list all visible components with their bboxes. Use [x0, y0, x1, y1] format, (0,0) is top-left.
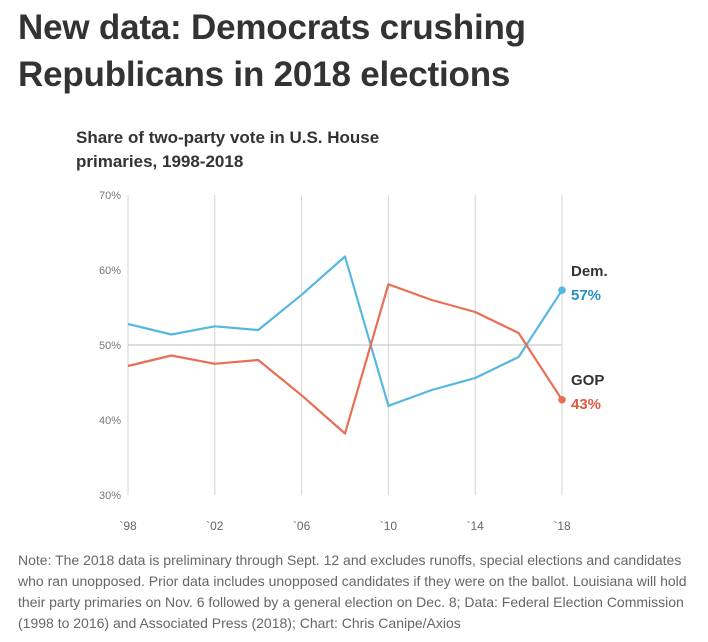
- headline: New data: Democrats crushing Republicans…: [18, 4, 698, 98]
- series-end-value: 43%: [571, 396, 601, 413]
- chart-subtitle-line-1: Share of two-party vote in U.S. House: [76, 128, 380, 147]
- series-end-dot: [558, 395, 566, 404]
- chart-note: Note: The 2018 data is preliminary throu…: [18, 552, 687, 631]
- x-axis: `98 `02 `06 `10 `14 `18: [119, 519, 571, 533]
- x-tick-label: `02: [206, 519, 224, 533]
- x-tick-label: `18: [553, 519, 571, 533]
- series-end-labels: Dem. 57% GOP 43%: [571, 263, 608, 413]
- series-end-dot: [558, 286, 566, 295]
- y-tick-label: 60%: [99, 265, 121, 277]
- series-lines: [127, 255, 566, 435]
- series-name-label: GOP: [571, 372, 604, 389]
- line-chart: 30% 40% 50% 60% 70% `98 `02 `06 `10 `14 `18 Dem. 5…: [99, 190, 608, 533]
- headline-line-2: Republicans in 2018 elections: [18, 55, 511, 94]
- chart-grid: [127, 195, 563, 495]
- series-line-gop: [127, 283, 563, 435]
- y-tick-label: 30%: [99, 490, 121, 502]
- headline-line-1: New data: Democrats crushing: [18, 8, 526, 47]
- x-tick-label: `14: [467, 519, 485, 533]
- y-tick-label: 70%: [99, 190, 121, 202]
- y-tick-label: 40%: [99, 415, 121, 427]
- x-tick-label: `98: [119, 519, 137, 533]
- y-tick-label: 50%: [99, 340, 121, 352]
- series-end-value: 57%: [571, 287, 601, 304]
- y-axis: 30% 40% 50% 60% 70%: [99, 190, 121, 502]
- chart-subtitle: Share of two-party vote in U.S. House pr…: [76, 126, 436, 174]
- x-tick-label: `06: [293, 519, 311, 533]
- series-line-dem: [127, 255, 563, 407]
- x-tick-label: `10: [380, 519, 398, 533]
- chart-subtitle-line-2: primaries, 1998-2018: [76, 152, 244, 171]
- series-name-label: Dem.: [571, 263, 608, 280]
